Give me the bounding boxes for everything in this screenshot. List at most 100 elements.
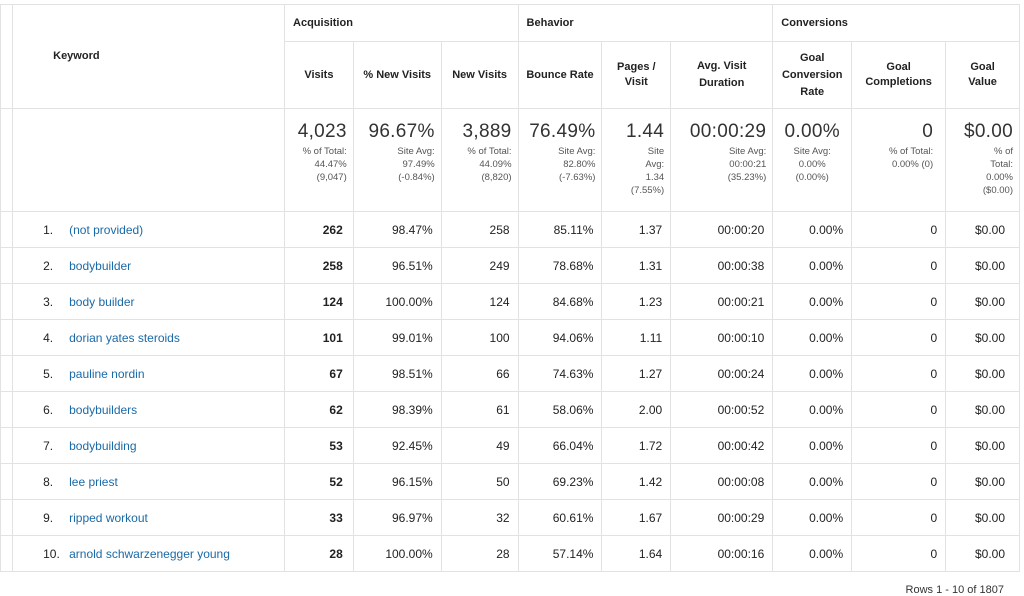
table-body: 1. (not provided) 262 98.47% 258 85.11% 1.37 00… (0, 211, 1020, 572)
cell-bounce-rate: 69.23% (517, 463, 603, 500)
col-header-goal-conversion-rate[interactable]: Goal Conversion Rate (772, 41, 853, 109)
keyword-link[interactable]: pauline nordin (69, 366, 145, 381)
table-row: 9. ripped workout 33 96.97% 32 60.61% 1.67 00:0… (0, 499, 1020, 536)
cell-keyword: 8. lee priest (12, 463, 286, 500)
row-gutter (0, 463, 14, 500)
col-header-goal-value[interactable]: Goal Value (945, 41, 1020, 109)
total-new-visits: 3,889 % of Total: 44.09% (8,820) (440, 108, 519, 212)
cell-bounce-rate: 85.11% (517, 211, 603, 248)
row-gutter (0, 355, 14, 392)
row-gutter (0, 247, 14, 284)
cell-goal-value: $0.00 (945, 499, 1020, 536)
cell-goal-completions: 0 (851, 211, 947, 248)
col-header-avg-visit-duration[interactable]: Avg. Visit Duration (670, 41, 774, 109)
total-goal-conversion-rate: 0.00% Site Avg: 0.00% (0.00%) (772, 108, 853, 212)
keyword-link[interactable]: body builder (69, 294, 135, 309)
cell-goal-conversion-rate: 0.00% (772, 499, 853, 536)
cell-avg-visit-duration: 00:00:38 (670, 247, 774, 284)
col-header-goal-completions[interactable]: Goal Completions (851, 41, 947, 109)
cell-goal-conversion-rate: 0.00% (772, 211, 853, 248)
row-index: 5. (43, 366, 54, 381)
cell-new-visits: 124 (440, 283, 519, 320)
row-index: 9. (43, 510, 54, 525)
cell-visits: 52 (284, 463, 354, 500)
cell-pct-new-visits: 100.00% (352, 535, 442, 572)
cell-goal-completions: 0 (851, 427, 947, 464)
cell-pages-visit: 1.27 (601, 355, 672, 392)
col-header-new-visits[interactable]: New Visits (440, 41, 519, 109)
cell-goal-value: $0.00 (945, 463, 1020, 500)
row-gutter (0, 211, 14, 248)
keyword-link[interactable]: bodybuilder (69, 258, 132, 273)
col-header-bounce-rate[interactable]: Bounce Rate (517, 41, 603, 109)
cell-pct-new-visits: 98.39% (352, 391, 442, 428)
cell-goal-conversion-rate: 0.00% (772, 355, 853, 392)
keyword-link[interactable]: (not provided) (69, 222, 144, 237)
group-header-conversions: Conversions (772, 4, 1020, 42)
total-goal-completions: 0 % of Total: 0.00% (0) (851, 108, 947, 212)
cell-pages-visit: 1.72 (601, 427, 672, 464)
col-header-pages-visit[interactable]: Pages / Visit (601, 41, 672, 109)
cell-avg-visit-duration: 00:00:29 (670, 499, 774, 536)
cell-pct-new-visits: 98.47% (352, 211, 442, 248)
keyword-link[interactable]: bodybuilders (69, 402, 138, 417)
cell-bounce-rate: 58.06% (517, 391, 603, 428)
keyword-link[interactable]: ripped workout (69, 510, 148, 525)
cell-visits: 101 (284, 319, 354, 356)
cell-new-visits: 100 (440, 319, 519, 356)
cell-goal-conversion-rate: 0.00% (772, 463, 853, 500)
cell-bounce-rate: 74.63% (517, 355, 603, 392)
keyword-link[interactable]: arnold schwarzenegger young (69, 546, 230, 561)
cell-goal-value: $0.00 (945, 355, 1020, 392)
cell-pct-new-visits: 100.00% (352, 283, 442, 320)
group-header-acquisition: Acquisition (284, 4, 519, 42)
cell-avg-visit-duration: 00:00:52 (670, 391, 774, 428)
col-header-pct-new-visits[interactable]: % New Visits (352, 41, 442, 109)
keyword-link[interactable]: lee priest (69, 474, 118, 489)
total-visits: 4,023 % of Total: 44.47% (9,047) (284, 108, 354, 212)
row-gutter (0, 427, 14, 464)
cell-bounce-rate: 60.61% (517, 499, 603, 536)
cell-keyword: 4. dorian yates steroids (12, 319, 286, 356)
keyword-link[interactable]: bodybuilding (69, 438, 137, 453)
cell-new-visits: 249 (440, 247, 519, 284)
cell-visits: 53 (284, 427, 354, 464)
total-pages-visit: 1.44 Site Avg: 1.34 (7.55%) (601, 108, 672, 212)
cell-pages-visit: 1.31 (601, 247, 672, 284)
row-gutter (0, 319, 14, 356)
cell-pages-visit: 1.64 (601, 535, 672, 572)
col-header-keyword[interactable]: Keyword (12, 4, 286, 109)
cell-goal-completions: 0 (851, 319, 947, 356)
cell-new-visits: 50 (440, 463, 519, 500)
cell-goal-completions: 0 (851, 499, 947, 536)
cell-goal-conversion-rate: 0.00% (772, 391, 853, 428)
cell-pages-visit: 1.23 (601, 283, 672, 320)
cell-goal-value: $0.00 (945, 427, 1020, 464)
cell-visits: 62 (284, 391, 354, 428)
table-row: 10. arnold schwarzenegger young 28 100.00% 2… (0, 535, 1020, 572)
col-header-visits[interactable]: Visits (284, 41, 354, 109)
group-header-behavior: Behavior (517, 4, 774, 42)
cell-new-visits: 258 (440, 211, 519, 248)
rows-info: Rows 1 - 10 of 1807 (905, 584, 1004, 596)
row-index: 2. (43, 258, 54, 273)
cell-goal-conversion-rate: 0.00% (772, 247, 853, 284)
table-row: 2. bodybuilder 258 96.51% 249 78.68% 1.31 00:00… (0, 247, 1020, 284)
total-goal-value: $0.00 % of Total: 0.00% ($0.00) (945, 108, 1020, 212)
cell-goal-value: $0.00 (945, 535, 1020, 572)
cell-pct-new-visits: 96.97% (352, 499, 442, 536)
cell-bounce-rate: 78.68% (517, 247, 603, 284)
cell-goal-conversion-rate: 0.00% (772, 535, 853, 572)
cell-keyword: 3. body builder (12, 283, 286, 320)
cell-avg-visit-duration: 00:00:24 (670, 355, 774, 392)
cell-new-visits: 66 (440, 355, 519, 392)
table-row: 7. bodybuilding 53 92.45% 49 66.04% 1.72 00:00:… (0, 427, 1020, 464)
cell-pages-visit: 1.67 (601, 499, 672, 536)
row-gutter (0, 535, 14, 572)
total-avg-visit-duration: 00:00:29 Site Avg: 00:00:21 (35.23%) (670, 108, 774, 212)
totals-row: 4,023 % of Total: 44.47% (9,047) 96.67% Si… (0, 108, 1020, 212)
cell-goal-completions: 0 (851, 535, 947, 572)
keyword-link[interactable]: dorian yates steroids (69, 330, 180, 345)
cell-goal-completions: 0 (851, 391, 947, 428)
cell-bounce-rate: 94.06% (517, 319, 603, 356)
